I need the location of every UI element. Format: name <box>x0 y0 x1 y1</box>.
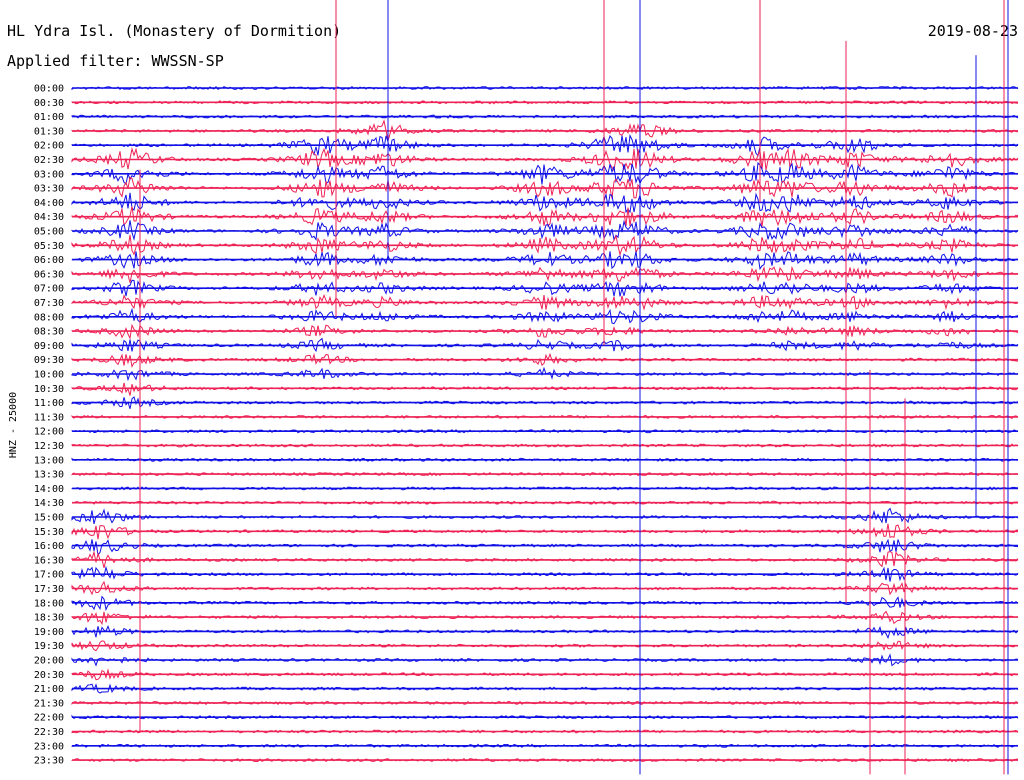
time-label-1100: 11:00 <box>34 398 64 409</box>
time-label-layer: 00:00 00:30 01:00 01:30 02:00 02:30 03:00 03:30… <box>34 84 64 767</box>
time-label-1900: 19:00 <box>34 627 64 638</box>
time-label-0830: 08:30 <box>34 327 64 338</box>
time-label-0100: 01:00 <box>34 112 64 123</box>
time-label-2330: 23:30 <box>34 756 64 767</box>
time-label-0400: 04:00 <box>34 198 64 209</box>
trace-row-1000 <box>71 366 1019 382</box>
time-label-1730: 17:30 <box>34 584 64 595</box>
time-label-0330: 03:30 <box>34 184 64 195</box>
time-label-0530: 05:30 <box>34 241 64 252</box>
time-label-0900: 09:00 <box>34 341 64 352</box>
time-label-1600: 16:00 <box>34 541 64 552</box>
trace-row-1030 <box>71 382 1019 396</box>
time-label-1230: 12:30 <box>34 441 64 452</box>
time-label-0800: 08:00 <box>34 312 64 323</box>
time-label-0500: 05:00 <box>34 227 64 238</box>
time-label-0600: 06:00 <box>34 255 64 266</box>
y-axis-label: HNZ - 25000 <box>8 392 19 458</box>
trace-row-0800 <box>71 307 1019 325</box>
time-label-0930: 09:30 <box>34 355 64 366</box>
trace-row-1600 <box>71 538 1019 557</box>
time-label-1000: 10:00 <box>34 370 64 381</box>
time-label-0200: 02:00 <box>34 141 64 152</box>
time-label-2200: 22:00 <box>34 713 64 724</box>
time-label-1500: 15:00 <box>34 513 64 524</box>
time-label-2000: 20:00 <box>34 656 64 667</box>
time-label-1530: 15:30 <box>34 527 64 538</box>
station-title: HL Ydra Isl. (Monastery of Dormition) <box>7 22 342 40</box>
time-label-0000: 00:00 <box>34 84 64 95</box>
time-label-1130: 11:30 <box>34 412 64 423</box>
time-label-1930: 19:30 <box>34 641 64 652</box>
plot-date: 2019-08-23 <box>927 22 1018 40</box>
time-label-0300: 03:00 <box>34 169 64 180</box>
time-label-0730: 07:30 <box>34 298 64 309</box>
time-label-0230: 02:30 <box>34 155 64 166</box>
time-label-0700: 07:00 <box>34 284 64 295</box>
time-label-1430: 14:30 <box>34 498 64 509</box>
time-label-0030: 00:30 <box>34 98 64 109</box>
time-label-2030: 20:30 <box>34 670 64 681</box>
time-label-2100: 21:00 <box>34 684 64 695</box>
time-label-1300: 13:00 <box>34 455 64 466</box>
time-label-2300: 23:00 <box>34 741 64 752</box>
time-label-1700: 17:00 <box>34 570 64 581</box>
time-label-0430: 04:30 <box>34 212 64 223</box>
time-label-0630: 06:30 <box>34 269 64 280</box>
time-label-1030: 10:30 <box>34 384 64 395</box>
trace-row-0630 <box>71 265 1019 283</box>
time-label-0130: 01:30 <box>34 126 64 137</box>
time-label-2230: 22:30 <box>34 727 64 738</box>
time-label-1630: 16:30 <box>34 555 64 566</box>
trace-row-1130 <box>71 414 1019 420</box>
trace-row-0300 <box>71 161 1019 186</box>
time-label-1200: 12:00 <box>34 427 64 438</box>
time-label-1830: 18:30 <box>34 613 64 624</box>
time-label-1330: 13:30 <box>34 470 64 481</box>
time-label-2130: 21:30 <box>34 698 64 709</box>
trace-layer <box>71 85 1019 763</box>
filter-label: Applied filter: WWSSN-SP <box>7 52 224 70</box>
time-label-1400: 14:00 <box>34 484 64 495</box>
time-label-1800: 18:00 <box>34 598 64 609</box>
spike-layer <box>139 0 1009 775</box>
